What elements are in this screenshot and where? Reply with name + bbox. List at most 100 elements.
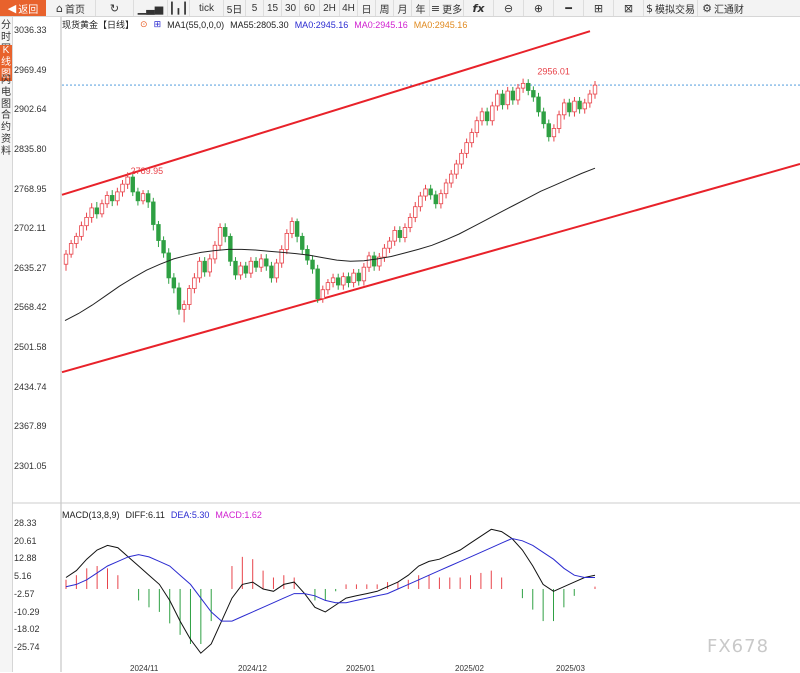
candle-body <box>551 128 557 138</box>
interval-tab-3[interactable]: 15 <box>264 0 282 16</box>
interval-tab-10[interactable]: 月 <box>394 0 412 16</box>
candle-body <box>556 114 562 129</box>
formula-button[interactable]: fx <box>464 0 494 16</box>
sidebar-item-3[interactable]: 合约资料 <box>1 110 11 157</box>
candle-body <box>526 82 531 91</box>
interval-tab-11[interactable]: 年 <box>412 0 430 16</box>
macd-tick-label: -25.74 <box>14 642 40 652</box>
candle-body <box>490 105 495 122</box>
broker-button[interactable]: ⚙ 汇通财 <box>698 0 748 16</box>
candle-body <box>336 277 341 286</box>
candle-body <box>130 176 135 193</box>
candle-body <box>413 206 418 218</box>
sim-trade-button[interactable]: $ 模拟交易 <box>644 0 698 16</box>
sim-trade-label: 模拟交易 <box>655 4 695 16</box>
candlestick-icon: ┃╻┃ <box>168 1 189 15</box>
candle-body <box>253 260 259 268</box>
candle-body <box>289 221 295 234</box>
candle-body <box>115 191 120 202</box>
candle-body <box>505 90 510 106</box>
candle-body <box>356 272 361 282</box>
price-tick-label: 2434.74 <box>14 381 47 392</box>
interval-tab-6[interactable]: 2H <box>320 0 340 16</box>
interval-tab-4[interactable]: 30 <box>282 0 300 16</box>
price-tick-label: 2835.80 <box>14 143 47 154</box>
candle-body <box>495 93 500 107</box>
candle-body <box>474 120 480 133</box>
interval-tab-7[interactable]: 4H <box>340 0 358 16</box>
candle-body <box>233 260 238 276</box>
interval-tab-5[interactable]: 60 <box>300 0 320 16</box>
candle-body <box>156 224 161 241</box>
zoom-in-button[interactable]: ⊕ <box>524 0 554 16</box>
ma0-label-c: MA0:2945.16 <box>413 19 468 30</box>
price-tick-label: 2568.42 <box>14 302 47 313</box>
price-tick-label: 2367.89 <box>14 421 47 432</box>
sidebar-item-2[interactable]: 闪电图 <box>1 75 11 110</box>
back-button[interactable]: ◀ 返回 <box>0 0 46 16</box>
candle-body <box>438 193 444 205</box>
candle-body <box>89 207 94 218</box>
candle-body <box>187 288 192 305</box>
candle-body <box>99 203 105 215</box>
candle-body <box>279 249 284 264</box>
candle-body <box>264 258 269 267</box>
interval-tab-9[interactable]: 周 <box>376 0 394 16</box>
macd-tick-label: -10.29 <box>14 606 40 617</box>
candle-body <box>515 87 521 101</box>
function-icon: fx <box>472 1 485 15</box>
candle-body <box>479 111 485 122</box>
chart-type-button[interactable]: ▁▃▅ <box>134 0 168 16</box>
candle-body <box>243 265 248 274</box>
price-tick-label: 2702.11 <box>14 223 46 234</box>
candle-body <box>68 243 74 255</box>
chart-legend: 现货黄金【日线】 ⊙ ⊞ MA1(55,0,0,0) MA55:2805.30 … <box>62 18 467 31</box>
candle-body <box>274 262 279 279</box>
ma-indicator-icon[interactable]: ⊞ <box>153 19 162 30</box>
candle-body <box>510 90 516 101</box>
candle-body <box>166 252 171 279</box>
grid-button[interactable]: ⊞ <box>584 0 614 16</box>
candle-body <box>63 253 69 265</box>
candle-body <box>382 247 387 258</box>
home-icon: ⌂ <box>56 1 63 15</box>
zoom-out-button[interactable]: ⊖ <box>494 0 524 16</box>
candle-body <box>377 256 382 267</box>
macd-title: MACD(13,8,9) <box>62 510 120 520</box>
interval-tab-8[interactable]: 日 <box>358 0 376 16</box>
bar-chart-icon: ▁▃▅ <box>137 1 164 15</box>
more-button[interactable]: ≡ 更多 <box>430 0 464 16</box>
price-tick-label: 2301.05 <box>14 461 47 471</box>
candle-body <box>145 193 151 203</box>
candle-body <box>120 183 125 193</box>
interval-tab-2[interactable]: 5 <box>246 0 264 16</box>
refresh-button[interactable]: ↻ <box>96 0 134 16</box>
date-tick-label: 2025/02 <box>455 664 484 673</box>
candle-body <box>104 195 110 205</box>
interval-tab-1[interactable]: 5日 <box>224 0 246 16</box>
candlestick-button[interactable]: ┃╻┃ <box>168 0 190 16</box>
home-label: 首页 <box>64 4 85 16</box>
ma0-label-b: MA0:2945.16 <box>354 19 408 30</box>
home-button[interactable]: ⌂ 首页 <box>46 0 96 16</box>
instrument-title: 现货黄金【日线】 <box>62 20 135 30</box>
candle-body <box>217 227 223 246</box>
candle-body <box>176 287 182 310</box>
candle-body <box>258 258 264 268</box>
macd-tick-label: -2.57 <box>14 588 35 599</box>
interval-tab-0[interactable]: tick <box>190 0 224 16</box>
menu-icon: ≡ <box>430 1 441 15</box>
horizontal-line-button[interactable]: ━ <box>554 0 584 16</box>
candle-body <box>310 259 315 270</box>
candle-body <box>325 282 331 291</box>
candle-body <box>443 182 449 195</box>
macd-diff: DIFF:6.11 <box>125 510 165 520</box>
close-drawing-button[interactable]: ⊠ <box>614 0 644 16</box>
settings-icon[interactable]: ⊙ <box>140 19 148 30</box>
candle-body <box>397 230 403 238</box>
candle-body <box>284 232 290 250</box>
close-icon: ⊠ <box>623 1 634 15</box>
candle-body <box>197 260 202 279</box>
